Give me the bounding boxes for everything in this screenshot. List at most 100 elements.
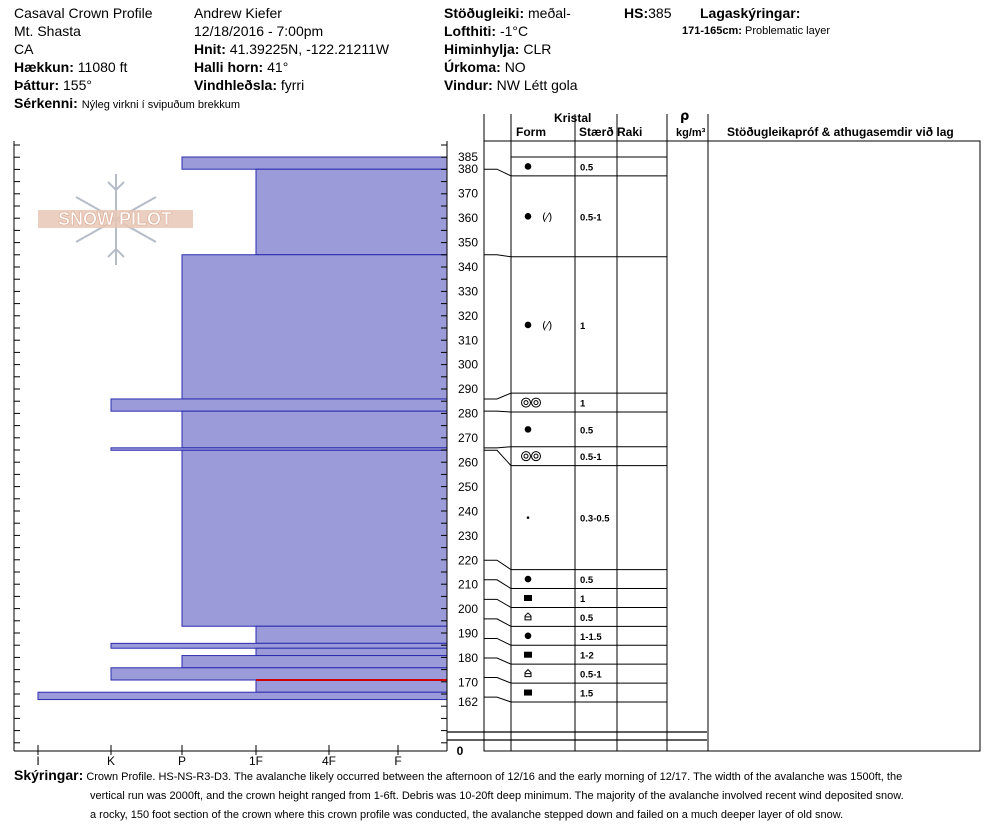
features: Sérkenni: Nýleg virkni í svipuðum brekku… — [14, 95, 241, 111]
layer-connector — [484, 449, 512, 466]
rounded-grain-icon — [524, 632, 532, 640]
wind-loading: Vindhleðsla: fyrri — [194, 77, 305, 93]
coordinates: Hnit: 41.39225N, -122.21211W — [194, 41, 390, 57]
decomposing-grain-icon: (⁄) — [542, 210, 552, 223]
hardness-bar-1 — [255, 168, 448, 256]
layer-connector — [484, 696, 512, 703]
layer-connector — [484, 618, 512, 627]
density-symbol: ρ — [680, 109, 689, 124]
form-header: Form — [516, 125, 546, 139]
sky-cover: Himinhylja: CLR — [444, 41, 552, 57]
crystal-size-label: 1 — [580, 594, 586, 605]
site-name: Casaval Crown Profile — [14, 5, 153, 21]
watermark-text: SNOW PILOT — [58, 209, 172, 229]
layer-legend-entry: 171-165cm: Problematic layer — [682, 25, 830, 37]
layer-connector — [484, 579, 512, 589]
density-unit: kg/m³ — [676, 127, 706, 139]
chart-frame — [13, 141, 448, 752]
height-tick-label: 162 — [458, 695, 478, 709]
hardness-tick-label: F — [394, 754, 401, 766]
height-tick-label: 320 — [458, 309, 478, 323]
crystal-size-label: 0.5-1 — [580, 670, 602, 681]
height-zero-label: 0 — [457, 744, 464, 758]
crystal-size-label: 0.5 — [580, 425, 594, 436]
height-tick-label: 240 — [458, 504, 478, 518]
rounded-grain-icon — [524, 575, 532, 583]
crystal-size-label: 1 — [580, 321, 586, 332]
hardness-bar-13 — [37, 691, 448, 701]
faceted-grain-icon — [524, 689, 532, 696]
crystal-size-label: 0.5-1 — [580, 212, 602, 223]
slope-angle: Halli horn: 41° — [194, 59, 289, 75]
height-tick-label: 270 — [458, 431, 478, 445]
melt-freeze-icon — [533, 453, 539, 459]
hardness-tick-label: 4F — [322, 754, 336, 766]
layer-legend-title: Lagaskýringar: — [700, 5, 801, 21]
height-tick-label: 290 — [458, 382, 478, 396]
height-tick-label: 190 — [458, 627, 478, 641]
hardness-bar-2 — [181, 254, 448, 400]
location: Mt. Shasta — [14, 23, 81, 39]
datetime: 12/18/2016 - 7:00pm — [194, 23, 324, 39]
hardness-bar-0 — [181, 156, 448, 170]
height-tick-label: 230 — [458, 529, 478, 543]
snowpilot-logo: SNOW PILOT — [38, 174, 193, 265]
height-tick-label: 370 — [458, 187, 478, 201]
height-tick-label: 200 — [458, 602, 478, 616]
faceted-grain-icon — [524, 651, 532, 658]
height-tick-label: 170 — [458, 675, 478, 689]
melt-freeze-icon — [523, 453, 529, 459]
crystal-size-label: 1.5 — [580, 689, 594, 700]
header-hs: HS:385 — [624, 5, 672, 21]
aspect: Þáttur: 155° — [14, 77, 92, 93]
layer-connector — [484, 598, 512, 608]
height-tick-label: 180 — [458, 651, 478, 665]
melt-freeze-icon — [531, 451, 541, 462]
rounded-grain-icon — [524, 321, 532, 329]
rounded-grain-icon — [524, 213, 532, 220]
crystal-size-label: 1-1.5 — [580, 632, 602, 643]
height-tick-label: 300 — [458, 358, 478, 372]
observer: Andrew Kiefer — [194, 5, 282, 21]
tests-header: Stöðugleikapróf & athugasemdir við lag — [727, 125, 954, 139]
layer-connector — [484, 446, 512, 449]
hardness-bar-8 — [110, 642, 448, 649]
crystal-size-label: 0.5 — [580, 162, 594, 173]
hardness-bar-9 — [255, 647, 448, 657]
depth-hoar-icon — [524, 668, 532, 678]
layer-connector — [484, 637, 512, 646]
height-tick-label: 340 — [458, 260, 478, 274]
faceted-grain-icon — [524, 594, 532, 601]
hardness-tick-label: I — [36, 754, 39, 766]
layer-connector — [484, 410, 512, 413]
height-tick-label: 260 — [458, 455, 478, 469]
layer-connector — [484, 168, 512, 177]
rounded-grain-icon — [524, 426, 532, 433]
notes-line-3: a rocky, 150 foot section of the crown w… — [90, 809, 844, 821]
height-tick-label: 210 — [458, 578, 478, 592]
crystal-header: Kristal — [554, 111, 591, 125]
state: CA — [14, 41, 34, 57]
height-tick-label: 385 — [458, 150, 478, 164]
hardness-bars — [37, 156, 448, 701]
size-header: Stærð — [579, 125, 614, 139]
height-tick-label: 350 — [458, 236, 478, 250]
moisture-header: Raki — [617, 125, 642, 139]
layer-connector — [484, 392, 512, 400]
header-col2: Andrew Kiefer 12/18/2016 - 7:00pm Hnit: … — [194, 4, 389, 94]
precipitation: Úrkoma: NO — [444, 59, 526, 75]
melt-freeze-icon — [521, 451, 531, 462]
rounded-grain-icon — [524, 163, 532, 170]
crystal-size-label: 0.5-1 — [580, 452, 602, 463]
height-tick-label: 380 — [458, 162, 478, 176]
melt-freeze-icon — [521, 397, 531, 408]
height-tick-label: 280 — [458, 407, 478, 421]
crystal-size-label: 0.3-0.5 — [580, 514, 610, 525]
crystal-size-label: 0.5 — [580, 613, 594, 624]
notes-line-1: Skýringar: Crown Profile. HS-NS-R3-D3. T… — [14, 767, 903, 783]
crystal-size-label: 1-2 — [580, 651, 594, 662]
hardness-bar-12 — [255, 679, 448, 693]
stability: Stöðugleiki: meðal- — [444, 5, 571, 21]
height-tick-label: 360 — [458, 211, 478, 225]
header-col3: Stöðugleiki: meðal- Lofthiti: -1°C Himin… — [444, 4, 578, 94]
